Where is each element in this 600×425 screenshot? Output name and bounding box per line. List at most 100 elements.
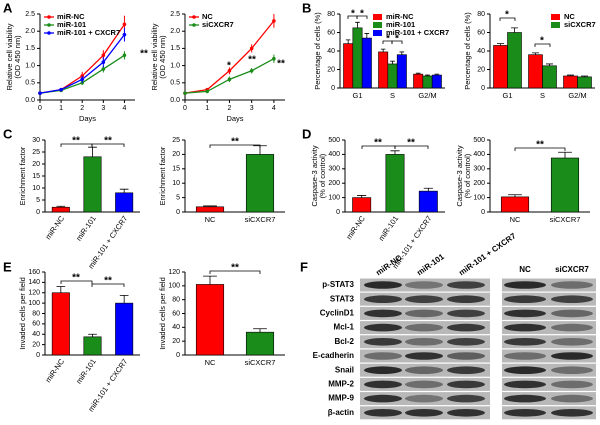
point bbox=[183, 91, 187, 95]
y-tick-label: 80 bbox=[327, 11, 335, 18]
blot-band bbox=[364, 366, 402, 375]
bracket bbox=[91, 283, 125, 287]
point bbox=[101, 53, 106, 58]
error-bar bbox=[203, 205, 217, 207]
blot-band bbox=[504, 281, 546, 289]
y-tick-label: 1.0 bbox=[170, 62, 180, 69]
bar bbox=[431, 74, 442, 89]
blot-band bbox=[405, 309, 443, 318]
annotation: ** bbox=[231, 137, 239, 148]
panel-letter: D bbox=[302, 126, 311, 141]
bar bbox=[195, 284, 225, 356]
x-tick-label: G2/M bbox=[568, 91, 586, 100]
bar bbox=[51, 292, 70, 356]
y-tick-label: 25 bbox=[32, 149, 40, 156]
bar bbox=[528, 54, 543, 89]
error-bar bbox=[558, 151, 572, 158]
y-tick-label: 160 bbox=[28, 269, 40, 276]
y-tick-label: 120 bbox=[28, 290, 40, 297]
y-tick-label: 2.5 bbox=[170, 11, 180, 18]
y-tick-label: 120 bbox=[168, 269, 180, 276]
panel-letter: E bbox=[3, 259, 12, 274]
error-bar bbox=[546, 63, 553, 66]
blot-band bbox=[364, 281, 402, 289]
y-tick-label: 0 bbox=[176, 209, 180, 216]
legend-label: siCXCR7 bbox=[564, 20, 596, 29]
legend-swatch bbox=[47, 23, 51, 27]
annotation: ** bbox=[72, 273, 80, 284]
x-tick-label: miR-NC bbox=[43, 214, 66, 241]
blot-band bbox=[405, 366, 443, 375]
y-axis-label: Enrichment factor bbox=[158, 146, 167, 205]
bar bbox=[413, 73, 424, 89]
bar bbox=[115, 302, 134, 356]
bar bbox=[577, 76, 592, 89]
annotation: ** bbox=[248, 55, 256, 66]
error-bar bbox=[253, 328, 267, 333]
bar bbox=[361, 37, 372, 89]
blot-band bbox=[447, 352, 485, 360]
legend-label: miR-101 bbox=[386, 20, 415, 29]
bar bbox=[500, 196, 530, 213]
annotation: * bbox=[351, 9, 355, 20]
point bbox=[80, 77, 85, 82]
point bbox=[272, 56, 276, 61]
y-tick-label: 0 bbox=[36, 352, 40, 359]
blot-band bbox=[405, 409, 443, 417]
blot-band bbox=[504, 323, 546, 332]
y-axis-label: Relative cell viability bbox=[150, 23, 159, 90]
annotation: ** bbox=[374, 138, 382, 149]
x-tick-label: NC bbox=[205, 215, 216, 224]
blot-band bbox=[504, 295, 546, 304]
y-axis-label: Percentage of cells (%) bbox=[313, 12, 322, 90]
point bbox=[122, 22, 127, 27]
y-tick-label: 40 bbox=[32, 331, 40, 338]
blot-band bbox=[447, 338, 485, 346]
y-tick-label: 20 bbox=[477, 66, 485, 73]
error-bar bbox=[508, 194, 522, 197]
y-tick-label: 0.5 bbox=[170, 80, 180, 87]
blot-band bbox=[504, 338, 546, 346]
blot-band bbox=[551, 409, 593, 417]
x-tick-label: 0 bbox=[38, 105, 42, 112]
blot-band bbox=[364, 409, 402, 417]
legend-label: miR-NC bbox=[57, 12, 85, 21]
annotation: * bbox=[360, 9, 364, 20]
blot-band bbox=[405, 352, 443, 360]
row-label: MMP-2 bbox=[328, 380, 354, 389]
x-tick-label: S bbox=[390, 91, 395, 100]
blot-band bbox=[364, 394, 402, 403]
bar bbox=[245, 154, 275, 213]
annotation: ** bbox=[104, 276, 112, 287]
bar bbox=[418, 190, 438, 213]
bar bbox=[51, 206, 70, 213]
y-tick-label: 300 bbox=[473, 166, 485, 173]
bracket bbox=[499, 17, 516, 21]
blot-band bbox=[551, 394, 593, 403]
annotation: * bbox=[540, 36, 544, 47]
point bbox=[227, 77, 232, 82]
blot-band bbox=[447, 309, 485, 318]
row-label: p-STAT3 bbox=[322, 280, 354, 289]
row-label: MMP-9 bbox=[328, 394, 354, 403]
y-tick-label: 100 bbox=[328, 194, 340, 201]
annotation: * bbox=[227, 61, 231, 72]
row-label: β-actin bbox=[328, 408, 354, 417]
blot-band bbox=[405, 338, 443, 346]
blot-band bbox=[551, 338, 593, 346]
y-tick-label: 300 bbox=[328, 166, 340, 173]
y-tick-label: 0 bbox=[336, 209, 340, 216]
y-axis-label: Relative cell viability bbox=[5, 23, 14, 90]
y-tick-label: 0 bbox=[481, 85, 485, 92]
y-tick-label: 15 bbox=[172, 166, 180, 173]
blot-band bbox=[447, 366, 485, 375]
y-tick-label: 5 bbox=[176, 194, 180, 201]
bar bbox=[422, 75, 433, 89]
error-bar bbox=[56, 205, 66, 208]
bar bbox=[245, 331, 275, 356]
x-tick-label: 2 bbox=[227, 105, 231, 112]
error-bar bbox=[497, 43, 504, 46]
bar bbox=[378, 51, 389, 89]
blot-band bbox=[551, 323, 593, 332]
y-axis-label: Invaded cells per field bbox=[158, 277, 167, 350]
